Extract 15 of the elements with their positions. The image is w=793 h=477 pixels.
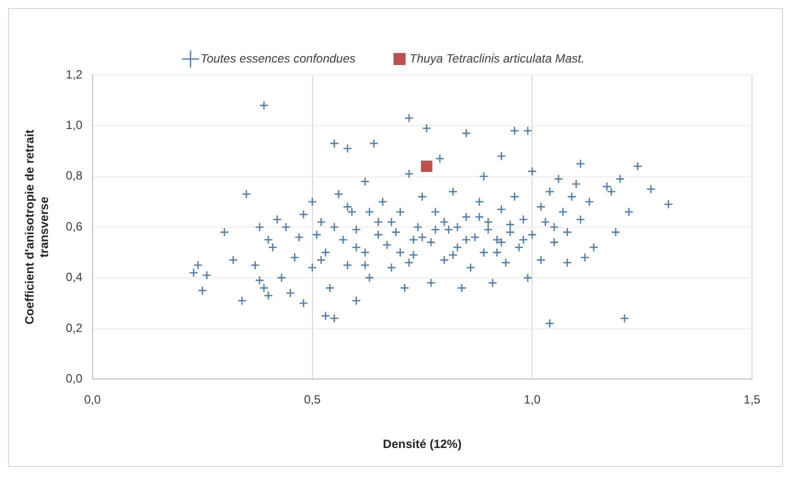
legend-label: Thuya Tetraclinis articulata Mast. xyxy=(410,51,584,66)
y-tick-label: 0,2 xyxy=(66,320,83,335)
x-axis-title: Densité (12%) xyxy=(382,437,462,452)
y-tick-label: 1,0 xyxy=(66,118,83,132)
y-tick-label: 0,8 xyxy=(66,168,83,183)
y-axis-title: Coefficient d'anisotropie de retrait transverse xyxy=(22,130,51,325)
x-tick-label: 1,5 xyxy=(744,392,761,407)
x-tick-label: 1,0 xyxy=(524,392,541,407)
y-tick-label: 0,0 xyxy=(66,372,83,386)
x-tick-label: 0,0 xyxy=(84,392,102,407)
y-tick-label: 0,4 xyxy=(66,270,83,284)
legend-label: Toutes essences confondues xyxy=(200,51,356,66)
x-tick-label: 0,5 xyxy=(304,392,321,407)
y-tick-label: 1,2 xyxy=(66,67,83,82)
y-tick-label: 0,6 xyxy=(66,219,83,234)
